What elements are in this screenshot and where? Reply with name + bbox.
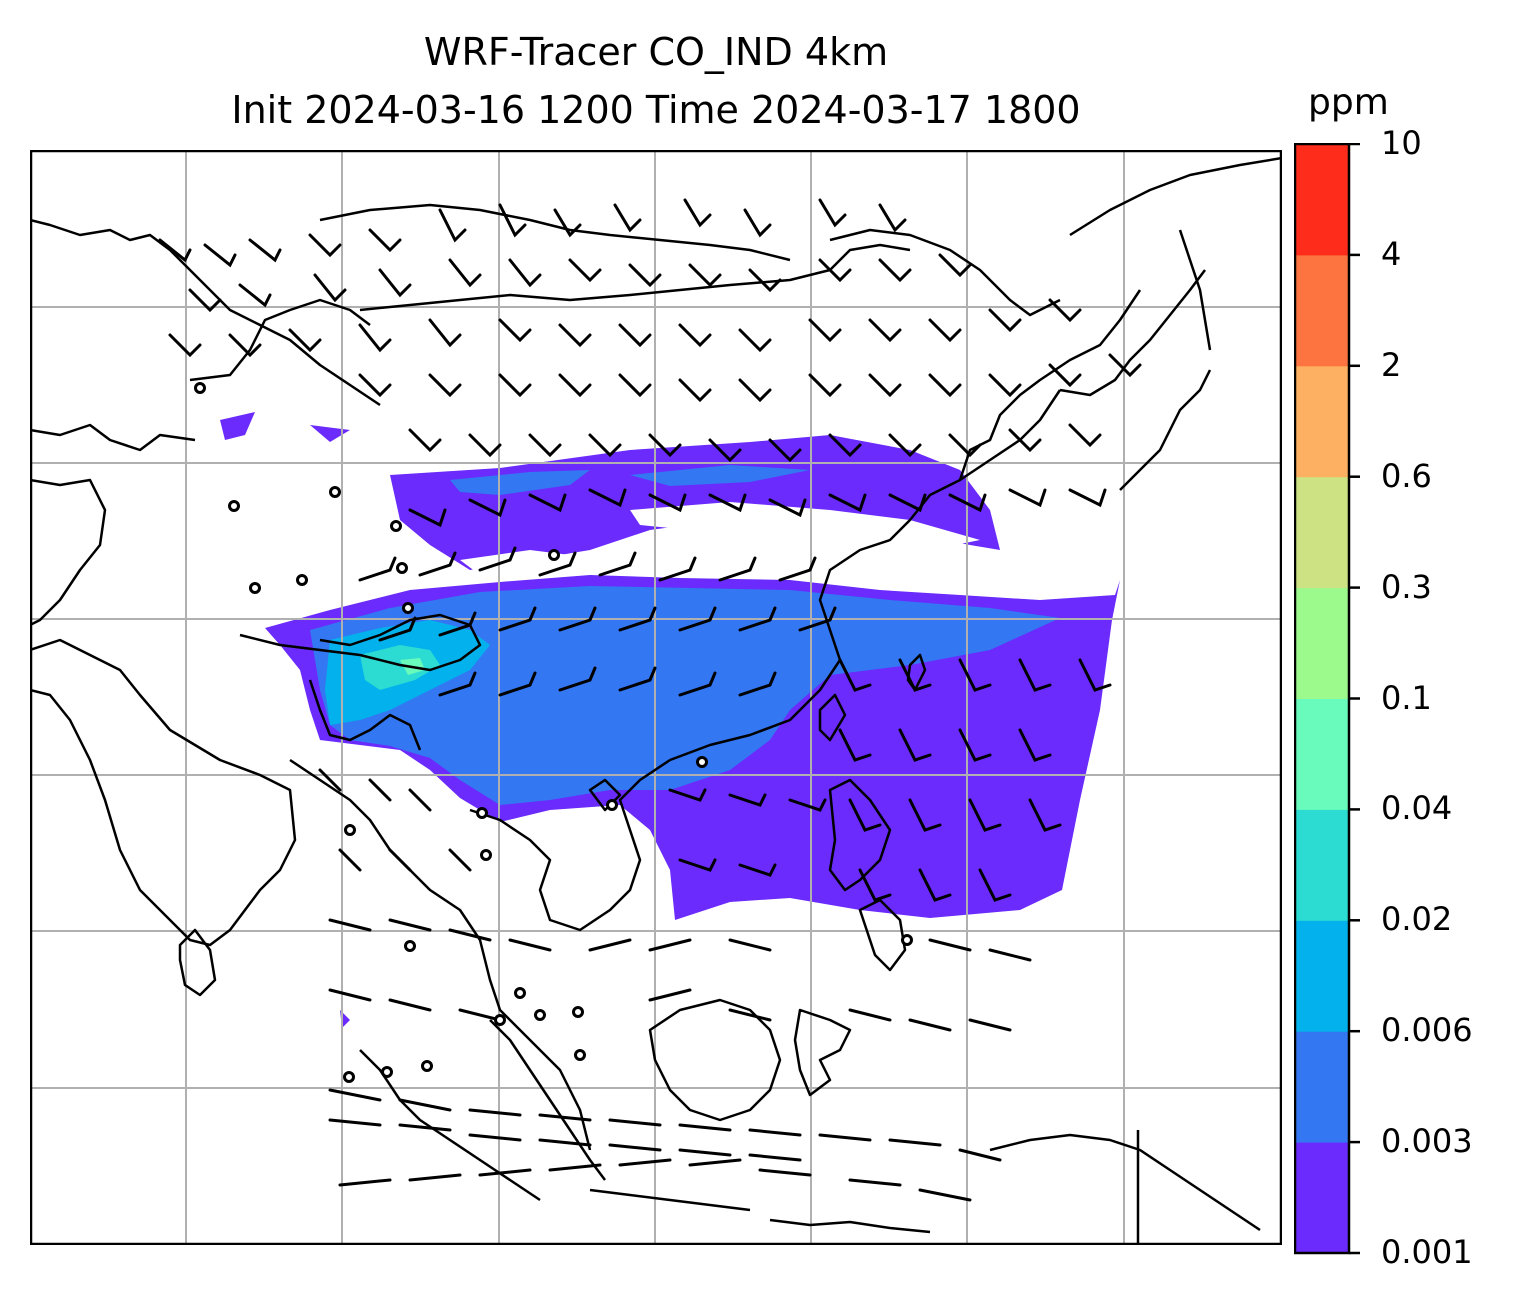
colorbar-bin [1295,476,1349,589]
colorbar [1294,143,1360,1255]
colorbar-bin [1295,809,1349,921]
colorbar-bin [1295,587,1349,699]
colorbar-tick-label: 0.04 [1381,789,1453,828]
colorbar-tick-label: 0.006 [1381,1011,1473,1050]
colorbar-tick-label: 0.1 [1381,678,1432,717]
colorbar-bin [1295,144,1349,256]
colorbar-bin [1295,920,1349,1032]
map-title-line1: WRF-Tracer CO_IND 4km [423,30,889,74]
map-panel [30,150,1282,1245]
colorbar-tick-label: 10 [1381,124,1422,162]
colorbar-tick-label: 2 [1381,345,1402,384]
colorbar-tick-label: 4 [1381,234,1402,273]
colorbar-bins [1295,144,1349,1254]
colorbar-bin [1295,1031,1349,1143]
calm-wind-markers [194,382,913,1083]
colorbar-bin [1295,365,1349,478]
colorbar-bin [1295,698,1349,810]
map-title-line2: Init 2024-03-16 1200 Time 2024-03-17 180… [231,88,1081,132]
colorbar-tick-label: 0.001 [1381,1233,1473,1271]
coastlines-and-borders [30,156,1282,1245]
gridlines [30,150,1282,1245]
wind-barbs [158,198,1142,1202]
colorbar-ticks [1349,143,1360,1255]
colorbar-unit: ppm [1308,82,1389,123]
colorbar-tick-label: 0.02 [1381,900,1453,939]
colorbar-tick-label: 0.3 [1381,567,1432,606]
colorbar-bin [1295,254,1349,367]
colorbar-tick-label: 0.6 [1381,456,1432,495]
colorbar-tick-label: 0.003 [1381,1122,1473,1161]
map-frame [30,150,1282,1245]
colorbar-bin [1295,1142,1349,1254]
